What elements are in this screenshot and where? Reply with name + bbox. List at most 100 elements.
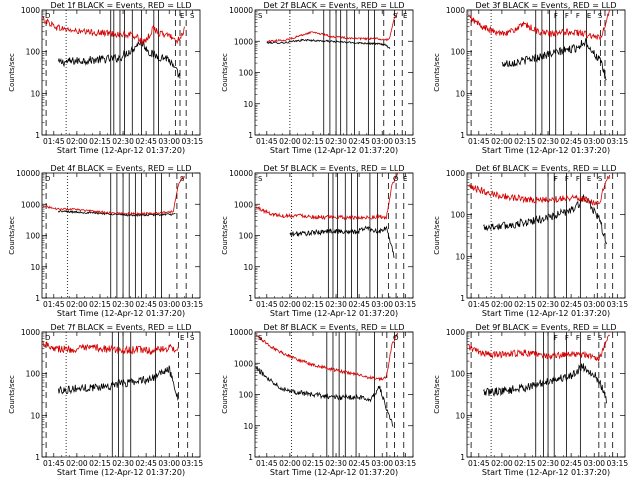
x-axis-label: Start Time (12-Apr-12 01:37:20) <box>482 309 610 318</box>
x-tick-label: 03:00 <box>371 459 393 468</box>
y-tick-label: 10 <box>30 89 40 98</box>
x-tick-label: 03:15 <box>394 459 416 468</box>
flag-label: S <box>258 12 263 20</box>
flag-label: S <box>598 334 603 342</box>
events-series-line <box>289 225 395 258</box>
y-tick-label: 1 <box>35 294 40 303</box>
y-tick-label: 1 <box>460 131 465 140</box>
x-tick-label: 02:15 <box>89 459 111 468</box>
y-tick-label: 1 <box>460 294 465 303</box>
x-axis-label: Start Time (12-Apr-12 01:37:20) <box>57 468 185 477</box>
x-axis-label: Start Time (12-Apr-12 01:37:20) <box>482 468 610 477</box>
x-tick-label: 02:45 <box>135 137 157 146</box>
x-tick-label: 03:00 <box>583 459 605 468</box>
flag-label: F <box>554 175 558 183</box>
x-tick-label: 02:30 <box>325 459 347 468</box>
x-axis-label: Start Time (12-Apr-12 01:37:20) <box>482 146 610 155</box>
x-tick-label: 02:30 <box>537 459 559 468</box>
y-tick-label: 1000 <box>446 328 465 337</box>
plot-frame <box>466 9 626 136</box>
y-tick-label: 10 <box>455 411 465 420</box>
events-series-line <box>483 193 607 245</box>
x-tick-label: 02:45 <box>560 459 582 468</box>
y-tick-label: 1 <box>248 131 253 140</box>
y-tick-label: 100 <box>451 211 466 220</box>
y-tick-label: 100 <box>239 391 254 400</box>
x-tick-label: 03:15 <box>606 300 628 309</box>
x-tick-label: 03:15 <box>181 459 203 468</box>
y-tick-label: 10 <box>243 100 253 109</box>
plot-frame <box>466 331 626 458</box>
flag-label: D <box>45 12 50 20</box>
x-tick-label: 03:00 <box>158 137 180 146</box>
x-tick-label: 03:00 <box>583 137 605 146</box>
plot-frame <box>466 172 626 299</box>
y-tick-label: 1 <box>248 294 253 303</box>
x-tick-label: 01:45 <box>256 137 278 146</box>
x-tick-label: 01:45 <box>43 137 65 146</box>
x-tick-label: 03:00 <box>371 300 393 309</box>
x-tick-label: 02:30 <box>112 300 134 309</box>
flag-label: F <box>565 175 569 183</box>
y-tick-label: 1000 <box>21 6 40 15</box>
x-tick-label: 02:00 <box>66 137 88 146</box>
panel-title: Det 4f BLACK = Events, RED = LLD <box>50 164 191 173</box>
flag-label: F <box>565 12 569 20</box>
x-tick-label: 02:00 <box>491 459 513 468</box>
x-axis-label: Start Time (12-Apr-12 01:37:20) <box>57 309 185 318</box>
plot-frame <box>41 331 201 458</box>
x-tick-label: 02:45 <box>135 300 157 309</box>
y-axis-label: Counts/sec <box>433 216 441 255</box>
y-tick-label: 100 <box>26 232 41 241</box>
x-tick-label: 03:00 <box>158 300 180 309</box>
x-tick-label: 02:15 <box>302 137 324 146</box>
y-tick-label: 100 <box>26 48 41 57</box>
y-tick-label: 1000 <box>21 200 40 209</box>
flag-label: E <box>587 175 591 183</box>
y-tick-label: 10 <box>30 263 40 272</box>
y-tick-label: 10000 <box>229 6 253 15</box>
x-tick-label: 02:45 <box>348 459 370 468</box>
y-axis-label: Counts/sec <box>221 216 229 255</box>
y-tick-label: 10 <box>243 263 253 272</box>
flag-label: E <box>403 175 407 183</box>
lld-series-line <box>255 172 398 221</box>
flag-label: F <box>565 334 569 342</box>
x-tick-label: 02:45 <box>348 137 370 146</box>
plot-frame <box>254 9 414 136</box>
x-tick-label: 02:00 <box>66 300 88 309</box>
x-tick-label: 02:30 <box>112 459 134 468</box>
flag-label: O <box>393 175 399 183</box>
lld-series-line <box>42 16 185 46</box>
panel-title: Det 1f BLACK = Events, RED = LLD <box>50 1 191 10</box>
x-tick-label: 02:00 <box>279 300 301 309</box>
x-tick-label: 03:00 <box>583 300 605 309</box>
flag-label: E <box>180 334 184 342</box>
flag-label: E <box>587 334 591 342</box>
x-tick-label: 02:30 <box>537 137 559 146</box>
flag-label: S <box>598 175 603 183</box>
x-tick-label: 01:45 <box>468 137 490 146</box>
x-tick-label: 03:15 <box>181 300 203 309</box>
lld-series-line <box>42 176 185 216</box>
flag-label: E <box>587 12 591 20</box>
y-tick-label: 100 <box>451 370 466 379</box>
flag-label: S <box>190 12 195 20</box>
x-tick-label: 02:45 <box>348 300 370 309</box>
y-tick-label: 1000 <box>446 169 465 178</box>
x-tick-label: 02:45 <box>135 459 157 468</box>
y-tick-label: 10 <box>243 422 253 431</box>
events-series-line <box>483 363 607 404</box>
flag-label: S <box>258 334 263 342</box>
events-series-line <box>255 365 394 427</box>
y-tick-label: 1000 <box>234 200 253 209</box>
x-tick-label: 02:30 <box>325 300 347 309</box>
flag-label: F <box>554 334 558 342</box>
y-tick-label: 1000 <box>234 37 253 46</box>
